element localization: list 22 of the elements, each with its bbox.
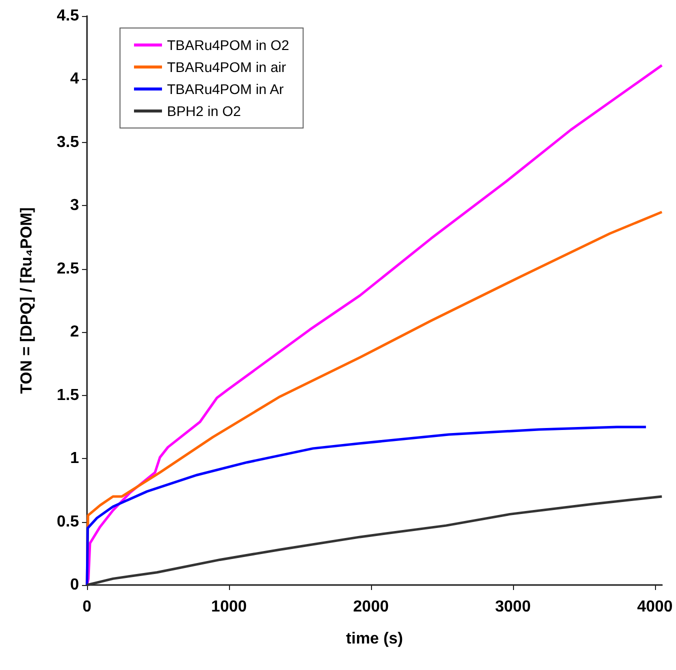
y-tick-label: 4 xyxy=(70,70,80,88)
x-tick-label: 0 xyxy=(82,598,92,616)
y-tick-label: 0.5 xyxy=(56,513,80,530)
x-tick-label: 3000 xyxy=(495,598,531,616)
x-tick-label: 1000 xyxy=(211,598,247,616)
y-tick-label: 3 xyxy=(70,197,80,214)
legend-label: TBARu4POM in Ar xyxy=(167,81,284,97)
legend-label: TBARu4POM in O2 xyxy=(167,37,290,53)
y-tick-label: 1.5 xyxy=(56,386,80,404)
y-tick-label: 1 xyxy=(70,450,80,468)
y-tick-label: 4.5 xyxy=(56,8,80,24)
y-tick-label: 2.5 xyxy=(56,260,80,278)
y-axis-title: TON = [DPQ] / [Ru₄POM] xyxy=(18,207,36,394)
line-series xyxy=(86,426,648,586)
y-tick-label: 2 xyxy=(70,324,80,341)
x-axis-title: time (s) xyxy=(346,630,403,648)
y-tick-label: 3.5 xyxy=(56,134,80,151)
x-tick-label: 4000 xyxy=(637,598,673,616)
legend-label: TBARu4POM in air xyxy=(167,59,286,75)
y-tick-label: 0 xyxy=(70,576,80,594)
legend-label: BPH2 in O2 xyxy=(167,103,242,119)
x-tick-label: 2000 xyxy=(353,598,389,616)
